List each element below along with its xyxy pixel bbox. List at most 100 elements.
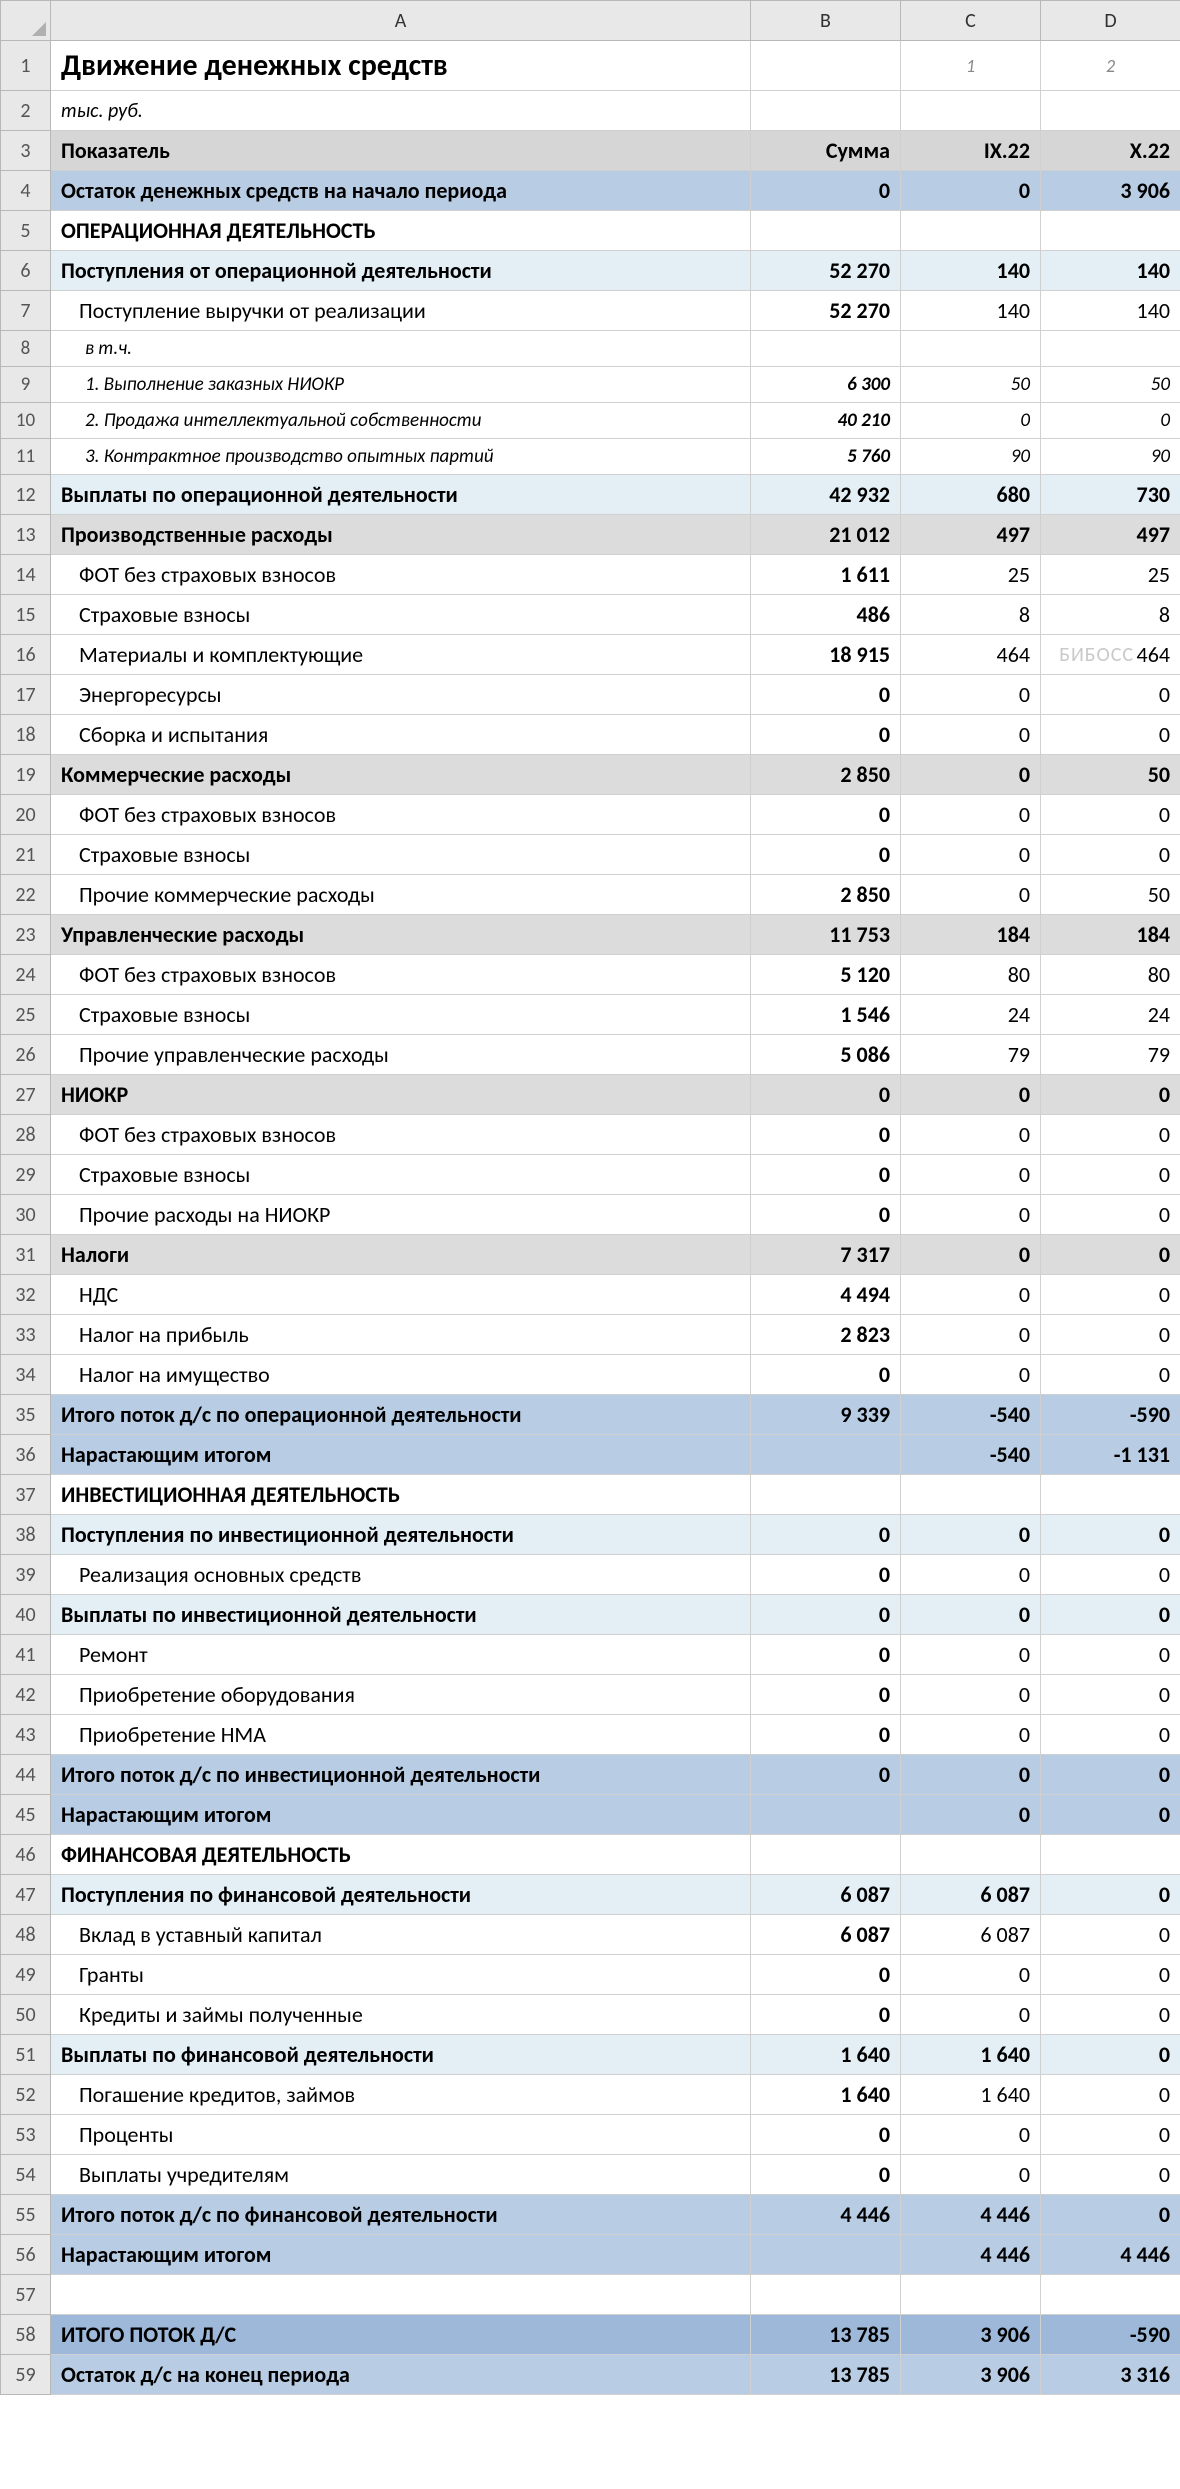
indicator-cell[interactable]: Выплаты по инвестиционной деятельности [51, 1595, 751, 1635]
indicator-cell[interactable]: НДС [51, 1275, 751, 1315]
row-number[interactable]: 59 [1, 2355, 51, 2395]
period1-cell[interactable]: 0 [901, 2115, 1041, 2155]
row-number[interactable]: 12 [1, 475, 51, 515]
period2-cell[interactable]: 497 [1041, 515, 1180, 555]
period1-cell[interactable]: 0 [901, 1795, 1041, 1835]
row-number[interactable]: 31 [1, 1235, 51, 1275]
period2-cell[interactable] [1041, 211, 1180, 251]
table-row[interactable]: 43Приобретение НМА000 [1, 1715, 1180, 1755]
period1-cell[interactable]: 0 [901, 795, 1041, 835]
period2-cell[interactable]: 3 316 [1041, 2355, 1180, 2395]
sum-cell[interactable]: 18 915 [751, 635, 901, 675]
sum-cell[interactable]: 1 640 [751, 2075, 901, 2115]
table-row[interactable]: 51Выплаты по финансовой деятельности1 64… [1, 2035, 1180, 2075]
col-header-d[interactable]: D [1041, 1, 1180, 41]
sum-cell[interactable]: 0 [751, 795, 901, 835]
sum-cell[interactable]: 5 760 [751, 439, 901, 475]
indicator-cell[interactable]: Поступления по инвестиционной деятельнос… [51, 1515, 751, 1555]
indicator-cell[interactable]: Выплаты учредителям [51, 2155, 751, 2195]
period2-cell[interactable]: -590 [1041, 1395, 1180, 1435]
sum-cell[interactable]: 4 446 [751, 2195, 901, 2235]
header-indicator[interactable]: Показатель [51, 131, 751, 171]
units-label[interactable]: тыс. руб. [51, 91, 751, 131]
period1-cell[interactable]: 6 087 [901, 1875, 1041, 1915]
period2-cell[interactable] [1041, 2275, 1180, 2315]
table-row[interactable]: 2 тыс. руб. [1, 91, 1180, 131]
period2-cell[interactable]: 0 [1041, 795, 1180, 835]
period2-cell[interactable]: 0 [1041, 1075, 1180, 1115]
row-number[interactable]: 47 [1, 1875, 51, 1915]
period1-cell[interactable]: 0 [901, 1955, 1041, 1995]
indicator-cell[interactable]: ФОТ без страховых взносов [51, 555, 751, 595]
period1-cell[interactable]: 24 [901, 995, 1041, 1035]
period2-cell[interactable] [1041, 1475, 1180, 1515]
sum-cell[interactable]: 7 317 [751, 1235, 901, 1275]
report-title[interactable]: Движение денежных средств [51, 41, 751, 91]
period2-cell[interactable]: 0 [1041, 1315, 1180, 1355]
table-row[interactable]: 30Прочие расходы на НИОКР000 [1, 1195, 1180, 1235]
indicator-cell[interactable]: ИНВЕСТИЦИОННАЯ ДЕЯТЕЛЬНОСТЬ [51, 1475, 751, 1515]
sum-cell[interactable]: 0 [751, 1635, 901, 1675]
row-number[interactable]: 33 [1, 1315, 51, 1355]
period2-cell[interactable]: 0 [1041, 2195, 1180, 2235]
period2-cell[interactable]: 50 [1041, 367, 1180, 403]
row-number[interactable]: 37 [1, 1475, 51, 1515]
indicator-cell[interactable]: Сборка и испытания [51, 715, 751, 755]
row-number[interactable]: 5 [1, 211, 51, 251]
period2-cell[interactable] [1041, 331, 1180, 367]
row-number[interactable]: 57 [1, 2275, 51, 2315]
table-row[interactable]: 24ФОТ без страховых взносов5 1208080 [1, 955, 1180, 995]
table-row[interactable]: 91. Выполнение заказных НИОКР6 3005050 [1, 367, 1180, 403]
indicator-cell[interactable]: Налоги [51, 1235, 751, 1275]
row-number[interactable]: 58 [1, 2315, 51, 2355]
table-row[interactable]: 54Выплаты учредителям000 [1, 2155, 1180, 2195]
period2-cell[interactable]: -1 131 [1041, 1435, 1180, 1475]
row-number[interactable]: 30 [1, 1195, 51, 1235]
sum-cell[interactable]: 0 [751, 715, 901, 755]
row-number[interactable]: 41 [1, 1635, 51, 1675]
row-number[interactable]: 24 [1, 955, 51, 995]
indicator-cell[interactable]: 2. Продажа интеллектуальной собственност… [51, 403, 751, 439]
period1-cell[interactable]: 0 [901, 1355, 1041, 1395]
table-row[interactable]: 102. Продажа интеллектуальной собственно… [1, 403, 1180, 439]
period1-cell[interactable]: 0 [901, 755, 1041, 795]
row-number[interactable]: 32 [1, 1275, 51, 1315]
row-number[interactable]: 11 [1, 439, 51, 475]
table-row[interactable]: 58ИТОГО ПОТОК Д/С13 7853 906-590 [1, 2315, 1180, 2355]
period2-cell[interactable]: 0 [1041, 1595, 1180, 1635]
indicator-cell[interactable]: ИТОГО ПОТОК Д/С [51, 2315, 751, 2355]
sum-cell[interactable]: 6 087 [751, 1915, 901, 1955]
indicator-cell[interactable]: ФОТ без страховых взносов [51, 955, 751, 995]
period1-cell[interactable]: 0 [901, 1315, 1041, 1355]
indicator-cell[interactable]: Налог на имущество [51, 1355, 751, 1395]
period1-cell[interactable]: 0 [901, 403, 1041, 439]
sum-cell[interactable]: 0 [751, 835, 901, 875]
indicator-cell[interactable]: Остаток денежных средств на начало перио… [51, 171, 751, 211]
period2-cell[interactable]: 0 [1041, 1355, 1180, 1395]
indicator-cell[interactable]: Вклад в уставный капитал [51, 1915, 751, 1955]
table-row[interactable]: 52Погашение кредитов, займов1 6401 6400 [1, 2075, 1180, 2115]
period2-cell[interactable]: 3 906 [1041, 171, 1180, 211]
table-row[interactable]: 113. Контрактное производство опытных па… [1, 439, 1180, 475]
period1-cell[interactable]: 680 [901, 475, 1041, 515]
header-period-1[interactable]: IX.22 [901, 131, 1041, 171]
cell[interactable]: 1 [901, 41, 1041, 91]
row-number[interactable]: 3 [1, 131, 51, 171]
cell[interactable] [1041, 91, 1180, 131]
row-number[interactable]: 46 [1, 1835, 51, 1875]
sum-cell[interactable]: 40 210 [751, 403, 901, 439]
sum-cell[interactable]: 9 339 [751, 1395, 901, 1435]
period2-cell[interactable]: 0 [1041, 1755, 1180, 1795]
row-number[interactable]: 7 [1, 291, 51, 331]
sum-cell[interactable]: 0 [751, 2115, 901, 2155]
table-row[interactable]: 7Поступление выручки от реализации52 270… [1, 291, 1180, 331]
table-row[interactable]: 29Страховые взносы000 [1, 1155, 1180, 1195]
period2-cell[interactable]: 24 [1041, 995, 1180, 1035]
period1-cell[interactable]: 140 [901, 291, 1041, 331]
period1-cell[interactable]: 184 [901, 915, 1041, 955]
row-number[interactable]: 38 [1, 1515, 51, 1555]
row-number[interactable]: 45 [1, 1795, 51, 1835]
row-number[interactable]: 9 [1, 367, 51, 403]
period1-cell[interactable]: 0 [901, 875, 1041, 915]
table-row[interactable]: 5ОПЕРАЦИОННАЯ ДЕЯТЕЛЬНОСТЬ [1, 211, 1180, 251]
